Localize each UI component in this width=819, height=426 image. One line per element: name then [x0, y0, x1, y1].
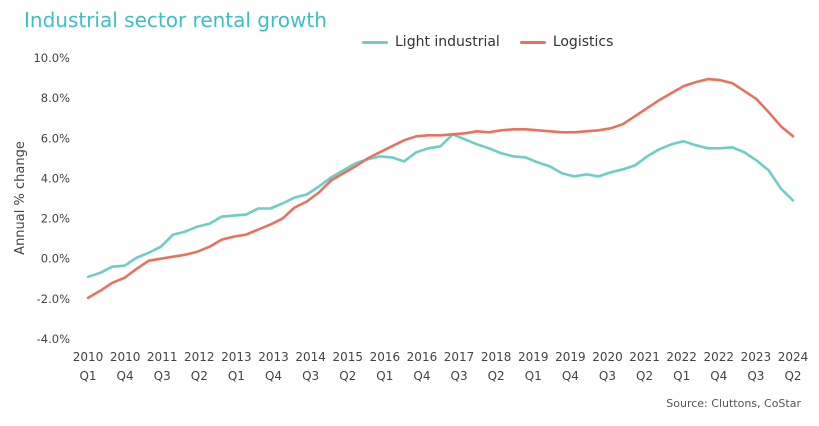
- x-tick-label-quarter: Q2: [488, 369, 505, 383]
- x-tick-label-year: 2015: [332, 350, 363, 364]
- x-tick-label-year: 2013: [258, 350, 289, 364]
- y-tick-label: 6.0%: [41, 131, 70, 145]
- series-line-light-industrial: [86, 133, 795, 279]
- series-line-logistics: [86, 77, 795, 300]
- source-note: Source: Cluttons, CoStar: [666, 397, 801, 410]
- chart-title: Industrial sector rental growth: [24, 8, 327, 32]
- x-tick-label-quarter: Q3: [302, 369, 319, 383]
- x-tick-label-quarter: Q1: [525, 369, 542, 383]
- x-tick-label-year: 2014: [295, 350, 326, 364]
- x-tick-label-quarter: Q3: [599, 369, 616, 383]
- y-tick-label: -2.0%: [37, 292, 70, 306]
- x-tick-label-year: 2010: [110, 350, 141, 364]
- y-tick-label: 8.0%: [41, 91, 70, 105]
- x-tick-label-year: 2022: [666, 350, 697, 364]
- x-tick-label-quarter: Q1: [376, 369, 393, 383]
- x-tick-label-quarter: Q1: [79, 369, 96, 383]
- y-tick-label: 4.0%: [41, 171, 70, 185]
- x-tick-label-year: 2016: [407, 350, 438, 364]
- x-tick-label-quarter: Q3: [747, 369, 764, 383]
- legend: Light industrial Logistics: [362, 34, 613, 50]
- x-tick-label-year: 2019: [518, 350, 549, 364]
- x-tick-label-year: 2017: [444, 350, 475, 364]
- series-lines: [86, 77, 795, 300]
- x-tick-label-quarter: Q4: [265, 369, 282, 383]
- x-tick-label-quarter: Q3: [451, 369, 468, 383]
- x-tick-label-quarter: Q3: [154, 369, 171, 383]
- x-tick-label-quarter: Q4: [413, 369, 430, 383]
- legend-item-logistics: Logistics: [519, 34, 614, 50]
- x-tick-label-year: 2018: [481, 350, 512, 364]
- legend-label-light-industrial: Light industrial: [395, 34, 500, 50]
- x-tick-label-quarter: Q1: [673, 369, 690, 383]
- x-tick-label-quarter: Q4: [117, 369, 134, 383]
- x-tick-label-quarter: Q2: [339, 369, 356, 383]
- x-tick-label-quarter: Q2: [784, 369, 801, 383]
- x-tick-label-year: 2020: [592, 350, 623, 364]
- y-tick-label: -4.0%: [37, 332, 70, 346]
- y-tick-label: 10.0%: [33, 51, 70, 65]
- y-axis: 10.0% 8.0% 6.0% 4.0% 2.0% 0.0% -2.0% -4.0%: [33, 51, 70, 346]
- x-tick-label-quarter: Q1: [228, 369, 245, 383]
- x-axis: 2010 Q1 2010 Q4 2011 Q3 2012 Q2 2013 Q1 2013 Q4 2014…: [73, 350, 809, 383]
- x-tick-label-year: 2011: [147, 350, 178, 364]
- x-tick-label-year: 2022: [704, 350, 735, 364]
- x-tick-label-year: 2023: [741, 350, 772, 364]
- y-tick-label: 2.0%: [41, 212, 70, 226]
- legend-swatch-light-industrial: [362, 40, 388, 44]
- x-tick-label-quarter: Q4: [710, 369, 727, 383]
- y-tick-label: 0.0%: [41, 252, 70, 266]
- x-tick-label-year: 2016: [370, 350, 401, 364]
- x-tick-label-quarter: Q2: [191, 369, 208, 383]
- legend-swatch-logistics: [519, 40, 546, 44]
- x-tick-label-year: 2019: [555, 350, 586, 364]
- x-tick-label-year: 2021: [629, 350, 660, 364]
- x-tick-label-quarter: Q2: [636, 369, 653, 383]
- legend-label-logistics: Logistics: [552, 34, 614, 50]
- x-tick-label-quarter: Q4: [562, 369, 579, 383]
- x-tick-label-year: 2024: [778, 350, 809, 364]
- legend-item-light-industrial: Light industrial: [362, 34, 500, 50]
- x-tick-label-year: 2012: [184, 350, 215, 364]
- x-tick-label-year: 2013: [221, 350, 252, 364]
- y-axis-label: Annual % change: [13, 141, 28, 255]
- x-tick-label-year: 2010: [73, 350, 104, 364]
